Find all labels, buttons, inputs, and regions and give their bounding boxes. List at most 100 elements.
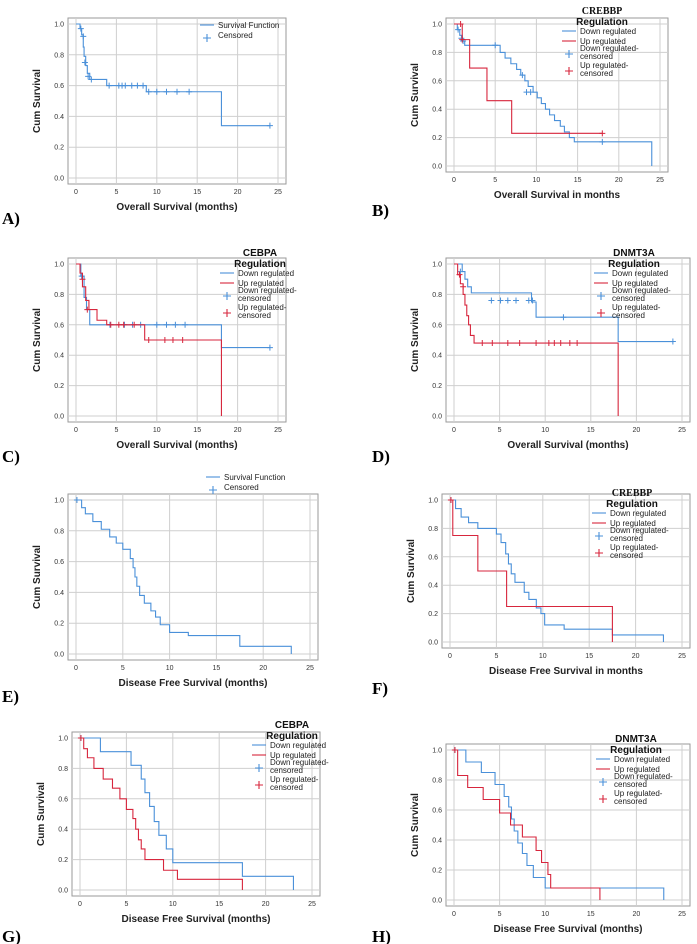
censor-mark [513,297,520,304]
legend-label: Up regulated [580,37,626,46]
legend-label: Down regulated- [614,772,673,781]
legend-censor-swatch [565,67,573,75]
x-tick-label: 20 [633,911,641,918]
y-tick-label: 0.2 [54,145,64,152]
y-tick-label: 0.6 [54,559,64,566]
y-axis-label: Cum Survival [410,308,421,372]
censor-mark [174,88,180,95]
censor-mark [489,340,496,347]
y-tick-label: 0.6 [54,83,64,90]
legend-label: censored [610,551,643,560]
censor-mark [557,340,564,347]
x-tick-label: 25 [274,427,282,434]
legend-label: Up regulated [612,279,658,288]
x-tick-label: 20 [615,177,623,184]
x-tick-label: 25 [306,665,314,672]
censor-mark [145,337,152,343]
x-axis-label: Overall Survival (months) [116,440,237,451]
legend-label: Up regulated- [612,303,661,312]
y-tick-label: 1.0 [432,22,442,29]
y-tick-label: 0.0 [432,898,442,905]
censor-mark [533,340,540,347]
censor-mark [186,88,193,95]
censor-mark [669,338,676,345]
y-tick-label: 0.0 [54,176,64,183]
y-tick-label: 0.4 [54,353,64,360]
legend-censor-swatch [203,34,211,42]
legend-label: Up regulated [238,279,284,288]
censor-mark [153,321,160,328]
x-tick-label: 15 [587,427,595,434]
y-tick-label: 0.2 [54,621,64,628]
series-line-down-regulated [450,499,664,642]
y-axis-label: Cum Survival [36,782,47,846]
y-tick-label: 1.0 [54,498,64,505]
series-line-down-regulated [454,23,653,166]
panel-e: 0 5 10 15 20 25 0.0 0.2 0.4 0.6 0.8 1.0 Disease Free… [2,473,319,706]
x-tick-label: 5 [498,911,502,918]
censor-mark [456,271,463,278]
censor-mark [163,88,170,95]
censor-mark [504,297,511,304]
x-tick-label: 5 [498,427,502,434]
censor-mark [182,321,189,328]
y-tick-label: 0.8 [54,52,64,59]
censor-mark [519,72,526,79]
x-tick-label: 20 [633,427,641,434]
y-tick-label: 0.0 [58,888,68,895]
censor-mark [460,38,467,45]
panel-letter: A) [2,209,20,228]
plot-frame [445,17,669,173]
y-tick-label: 1.0 [54,262,64,269]
y-tick-label: 0.2 [432,383,442,390]
y-tick-label: 0.8 [428,526,438,533]
y-tick-label: 0.2 [428,611,438,618]
y-tick-label: 0.0 [432,164,442,171]
censor-mark [266,122,273,129]
y-tick-label: 1.0 [428,498,438,505]
x-tick-label: 10 [153,189,161,196]
censor-mark [128,82,135,89]
x-tick-label: 25 [274,189,282,196]
legend-label: Up regulated [270,751,316,760]
y-axis-label: Cum Survival [32,308,43,372]
censor-mark [447,497,454,503]
censor-mark [163,321,170,328]
legend-title: Regulation [576,17,628,28]
legend-label: Down regulated [238,269,294,278]
censor-mark [169,337,176,343]
y-tick-label: 0.8 [432,50,442,57]
x-tick-label: 20 [234,427,242,434]
censor-mark [459,36,466,43]
x-tick-label: 25 [678,653,686,660]
legend-label: censored [614,780,647,789]
censor-mark [145,88,152,95]
legend-label: censored [612,311,645,320]
panel-letter: C) [2,447,20,466]
y-axis-label: Cum Survival [410,793,421,857]
panel-g: 0 5 10 15 20 25 0.0 0.2 0.4 0.6 0.8 1.0 Disease Free… [2,720,329,944]
y-tick-label: 0.6 [428,554,438,561]
censor-mark [457,268,464,275]
legend-label: censored [270,766,303,775]
censor-mark [599,138,606,145]
plot-frame [445,257,691,423]
series-line-up-regulated [454,23,603,134]
x-tick-label: 10 [539,653,547,660]
legend-label: Up regulated- [270,775,319,784]
x-tick-label: 0 [74,427,78,434]
censor-mark [134,82,141,89]
y-tick-label: 0.0 [54,652,64,659]
x-tick-label: 10 [153,427,161,434]
x-tick-label: 25 [678,427,686,434]
censor-mark [73,497,80,503]
x-axis-label: Overall Survival in months [494,190,621,201]
legend-label: Up regulated- [580,61,629,70]
x-tick-label: 20 [234,189,242,196]
legend-label: Up regulated- [238,303,287,312]
y-tick-label: 0.4 [54,114,64,121]
censor-mark [161,337,168,343]
panel-b: 0 5 10 15 20 25 0.0 0.2 0.4 0.6 0.8 1.0 Overall Surv… [372,6,669,220]
